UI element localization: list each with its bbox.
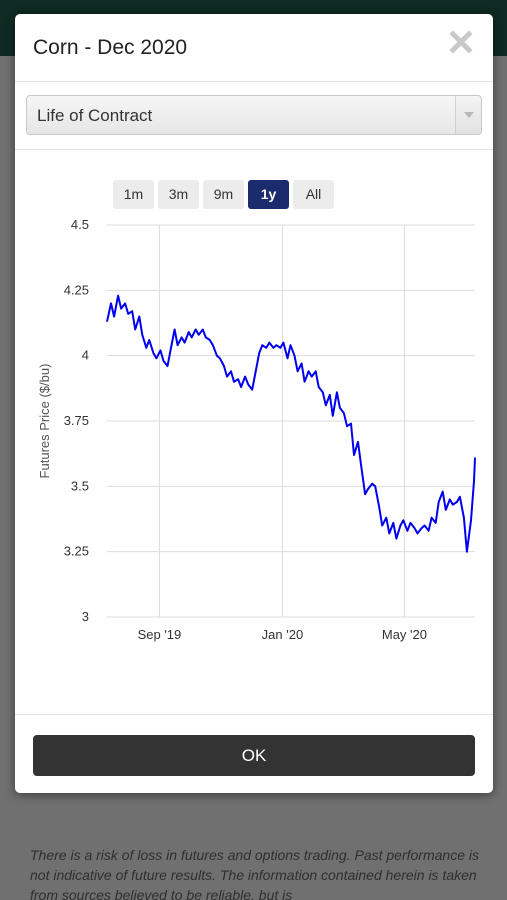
range-button-3m[interactable]: 3m	[158, 180, 199, 209]
y-tick-label: 4.5	[71, 217, 89, 232]
risk-disclaimer-text: There is a risk of loss in futures and o…	[30, 847, 479, 900]
x-tick-label: Sep '19	[138, 627, 182, 642]
price-series-line	[106, 294, 476, 553]
close-x-icon[interactable]	[449, 30, 473, 54]
x-tick-label: May '20	[382, 627, 427, 642]
ok-button[interactable]: OK	[33, 735, 475, 776]
chart-modal: Corn - Dec 2020 Life of Contract 4.5 4.25…	[15, 14, 493, 793]
range-button-1y[interactable]: 1y	[248, 180, 289, 209]
y-tick-label: 3	[82, 609, 89, 624]
chart-area: 4.5 4.25 4 3.75 3.5 3.25 3 Sep '19 Jan '20 May '2…	[15, 150, 493, 714]
y-tick-label: 3.75	[64, 413, 89, 428]
range-select-row: Life of Contract	[15, 82, 493, 150]
x-tick-label: Jan '20	[262, 627, 304, 642]
range-button-all[interactable]: All	[293, 180, 334, 209]
contract-range-select[interactable]: Life of Contract	[26, 95, 482, 135]
y-tick-label: 4	[82, 348, 89, 363]
range-button-9m[interactable]: 9m	[203, 180, 244, 209]
y-axis-label: Futures Price ($/bu)	[37, 364, 52, 479]
modal-header: Corn - Dec 2020	[15, 14, 493, 82]
range-button-1m[interactable]: 1m	[113, 180, 154, 209]
price-chart: 4.5 4.25 4 3.75 3.5 3.25 3 Sep '19 Jan '20 May '2…	[37, 217, 476, 642]
range-select-value: Life of Contract	[37, 106, 153, 125]
select-caret-box	[455, 96, 481, 134]
y-tick-label: 3.25	[64, 544, 89, 559]
modal-footer: OK	[15, 714, 493, 793]
y-tick-label: 3.5	[71, 478, 89, 493]
y-tick-label: 4.25	[64, 282, 89, 297]
chevron-down-icon	[464, 112, 474, 118]
modal-title: Corn - Dec 2020	[33, 36, 188, 59]
